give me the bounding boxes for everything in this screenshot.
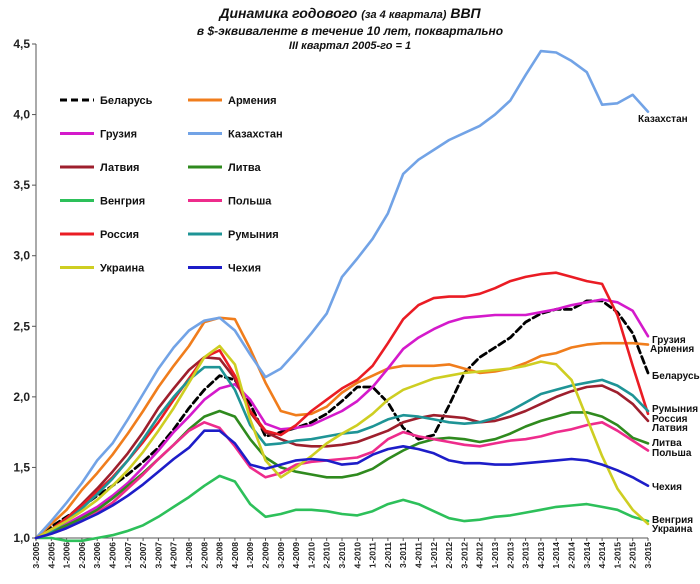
y-tick-label: 1,5 [13, 460, 30, 474]
series-line [34, 316, 650, 540]
series-lines [34, 49, 650, 543]
x-tick-label: 2-2014 [567, 542, 577, 569]
legend-label: Казахстан [228, 129, 283, 141]
x-tick-label: 3-2008 [215, 542, 225, 569]
x-tick-label: 3-2007 [153, 542, 163, 569]
x-tick-label: 4-2009 [291, 542, 301, 569]
series-line [34, 271, 650, 540]
x-tick-label: 2-2008 [199, 542, 209, 569]
x-tick-label: 2-2007 [138, 542, 148, 569]
x-tick-label: 4-2006 [108, 542, 118, 569]
legend-label: Грузия [100, 129, 137, 141]
end-label: Казахстан [638, 114, 688, 125]
series-line [34, 298, 650, 540]
y-tick-label: 4,0 [13, 108, 30, 122]
x-tick-label: 1-2010 [306, 542, 316, 569]
legend-label: Армения [228, 95, 277, 107]
series-line [34, 420, 650, 540]
x-tick-label: 1-2007 [123, 542, 133, 569]
series-line [34, 344, 650, 540]
series-line [34, 429, 650, 540]
x-tick-label: 3-2006 [92, 542, 102, 569]
end-label: Латвия [652, 423, 688, 434]
x-tick-label: 4-2007 [169, 542, 179, 569]
x-tick-label: 1-2006 [62, 542, 72, 569]
legend: Беларусь Армения Грузия Казахстан Латвия Литв… [60, 95, 283, 275]
x-tick-label: 1-2009 [245, 542, 255, 569]
x-tick-label: 2-2011 [383, 542, 393, 568]
x-tick-label: 3-2009 [276, 542, 286, 569]
legend-label: Беларусь [100, 95, 153, 107]
x-tick-label: 1-2015 [612, 542, 622, 569]
x-tick-label: 1-2011 [368, 542, 378, 568]
x-tick-label: 3-2014 [582, 542, 592, 569]
y-tick-label: 2,0 [13, 390, 30, 404]
legend-label: Латвия [100, 162, 139, 174]
series-line [34, 474, 650, 543]
end-label: Польша [652, 448, 692, 459]
x-tick-label: 4-2010 [352, 542, 362, 569]
title-end: ВВП [450, 5, 481, 21]
legend-label: Чехия [228, 263, 261, 275]
x-tick-label: 4-2012 [475, 542, 485, 569]
x-tick-label: 4-2008 [230, 542, 240, 569]
legend-label: Украина [100, 263, 145, 275]
series-line [34, 49, 650, 540]
y-tick-label: 4,5 [13, 37, 30, 51]
end-label: Украина [652, 524, 693, 535]
end-label: Россия [652, 414, 688, 425]
x-tick-label: 4-2005 [46, 542, 56, 569]
chart-title: Динамика годового (за 4 квартала) ВВП [0, 4, 700, 24]
x-tick-label: 4-2011 [414, 542, 424, 568]
x-tick-label: 3-2015 [643, 542, 653, 569]
x-tick-label: 2-2006 [77, 542, 87, 569]
legend-label: Польша [228, 196, 272, 208]
end-label: Беларусь [652, 371, 700, 382]
x-tick-label: 3-2011 [398, 542, 408, 568]
legend-label: Литва [228, 162, 261, 174]
series-line [34, 409, 650, 540]
x-tick-label: 1-2012 [429, 542, 439, 569]
chart-subtitle-1: в $-эквиваленте в течение 10 лет, поквар… [196, 24, 504, 38]
end-label: Венгрия [652, 515, 693, 526]
chart-titles: Динамика годового (за 4 квартала) ВВП в … [0, 4, 700, 53]
x-tick-label: 2-2012 [444, 542, 454, 569]
x-tick-label: 4-2014 [597, 542, 607, 569]
y-tick-label: 3,0 [13, 249, 30, 263]
x-tick-label: 3-2010 [337, 542, 347, 569]
x-tick-label: 2-2010 [322, 542, 332, 569]
x-tick-labels: 3-2005 4-2005 1-2006 2-2006 3-2006 4-2006 1-20… [31, 542, 653, 569]
title-small: (за 4 квартала) [361, 9, 447, 21]
y-tick-label: 1,0 [13, 531, 30, 545]
end-label: Грузия [652, 335, 686, 346]
end-label: Армения [650, 344, 694, 355]
end-label: Румыния [652, 404, 698, 415]
legend-label: Венгрия [100, 196, 145, 208]
x-tick-label: 1-2014 [551, 542, 561, 569]
x-tick-label: 2-2013 [505, 542, 515, 569]
x-tick-label: 1-2008 [184, 542, 194, 569]
chart-subtitle-2: III квартал 2005-го = 1 [288, 40, 412, 52]
x-tick-label: 1-2013 [490, 542, 500, 569]
y-tick-label: 2,5 [13, 319, 30, 333]
x-tick-label: 3-2005 [31, 542, 41, 569]
x-tick-label: 2-2015 [628, 542, 638, 569]
axes [32, 43, 649, 541]
x-tick-label: 3-2012 [459, 542, 469, 569]
title-main: Динамика годового [219, 5, 358, 21]
series-line [34, 355, 650, 540]
y-tick-label: 3,5 [13, 178, 30, 192]
legend-label: Румыния [228, 229, 279, 241]
legend-label: Россия [100, 229, 139, 241]
x-tick-label: 3-2013 [521, 542, 531, 569]
y-tick-labels: 1,0 1,5 2,0 2,5 3,0 3,5 4,0 4,5 [13, 37, 30, 545]
end-label: Чехия [652, 482, 682, 493]
x-tick-label: 4-2013 [536, 542, 546, 569]
end-label: Литва [652, 438, 682, 449]
x-tick-label: 2-2009 [261, 542, 271, 569]
